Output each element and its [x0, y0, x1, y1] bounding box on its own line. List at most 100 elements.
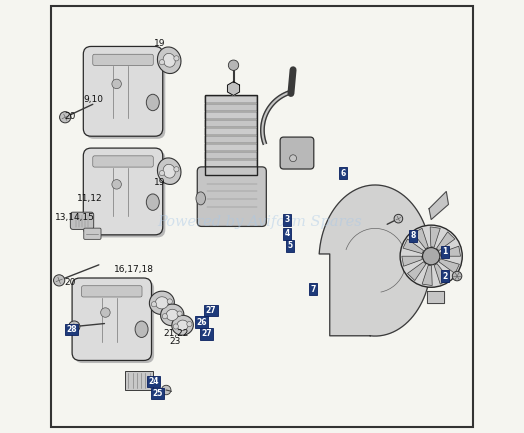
Circle shape [112, 180, 122, 189]
Polygon shape [429, 191, 449, 220]
FancyBboxPatch shape [93, 54, 153, 65]
Ellipse shape [149, 291, 174, 314]
Polygon shape [319, 185, 431, 336]
FancyBboxPatch shape [82, 286, 142, 297]
Text: 2: 2 [442, 271, 447, 281]
FancyBboxPatch shape [204, 104, 257, 111]
Ellipse shape [177, 320, 188, 330]
Ellipse shape [146, 194, 159, 210]
Text: 13,14,15: 13,14,15 [55, 213, 95, 222]
Text: 21,22: 21,22 [163, 330, 189, 339]
Polygon shape [422, 265, 432, 285]
Circle shape [162, 313, 168, 319]
Circle shape [290, 155, 297, 162]
FancyBboxPatch shape [83, 46, 163, 136]
Text: 4: 4 [285, 229, 290, 238]
Ellipse shape [196, 192, 205, 205]
FancyBboxPatch shape [83, 148, 163, 235]
Polygon shape [436, 232, 455, 251]
Circle shape [177, 311, 182, 316]
Circle shape [101, 308, 110, 317]
Circle shape [174, 56, 179, 61]
Ellipse shape [146, 94, 159, 111]
Circle shape [151, 302, 157, 307]
Circle shape [167, 299, 172, 304]
FancyBboxPatch shape [125, 371, 153, 390]
Circle shape [60, 112, 71, 123]
Text: Powered by Aviform Spares: Powered by Aviform Spares [158, 215, 362, 229]
Polygon shape [261, 90, 292, 144]
Polygon shape [434, 264, 449, 284]
FancyBboxPatch shape [72, 278, 151, 360]
Ellipse shape [163, 53, 176, 67]
Circle shape [53, 275, 65, 286]
Text: 16,17,18: 16,17,18 [114, 265, 155, 274]
Polygon shape [408, 262, 426, 281]
Ellipse shape [135, 321, 148, 337]
FancyBboxPatch shape [280, 137, 314, 169]
Polygon shape [430, 227, 440, 247]
FancyBboxPatch shape [204, 112, 257, 120]
Circle shape [187, 321, 192, 326]
FancyBboxPatch shape [93, 156, 153, 167]
Polygon shape [402, 256, 422, 266]
Circle shape [422, 248, 440, 265]
Ellipse shape [160, 304, 184, 326]
Text: 5: 5 [288, 241, 292, 250]
Text: 27: 27 [206, 306, 216, 315]
Ellipse shape [163, 164, 176, 178]
FancyBboxPatch shape [204, 152, 257, 159]
Circle shape [69, 321, 80, 332]
FancyBboxPatch shape [75, 281, 154, 363]
FancyBboxPatch shape [204, 160, 257, 167]
Text: 28: 28 [66, 325, 77, 334]
Circle shape [112, 79, 122, 89]
Polygon shape [413, 228, 428, 249]
Circle shape [159, 171, 165, 176]
Circle shape [161, 385, 171, 395]
Text: 25: 25 [152, 389, 163, 398]
FancyBboxPatch shape [204, 136, 257, 143]
FancyBboxPatch shape [204, 120, 257, 127]
Polygon shape [439, 259, 460, 274]
FancyBboxPatch shape [197, 167, 266, 226]
Circle shape [400, 225, 462, 287]
Text: 20: 20 [64, 112, 75, 121]
Circle shape [228, 60, 239, 71]
Text: 9,10: 9,10 [83, 94, 103, 103]
FancyBboxPatch shape [86, 49, 165, 139]
Text: 7: 7 [310, 284, 315, 294]
FancyBboxPatch shape [86, 151, 165, 237]
FancyBboxPatch shape [204, 128, 257, 136]
Ellipse shape [166, 309, 178, 320]
Ellipse shape [157, 158, 181, 184]
FancyBboxPatch shape [70, 212, 94, 229]
Text: 27: 27 [201, 330, 212, 339]
Circle shape [159, 60, 165, 65]
Text: 19: 19 [154, 39, 166, 48]
FancyBboxPatch shape [204, 144, 257, 151]
Ellipse shape [452, 271, 462, 281]
Polygon shape [227, 82, 239, 95]
Ellipse shape [156, 297, 168, 309]
Circle shape [173, 324, 178, 329]
Text: 8: 8 [410, 231, 416, 240]
Polygon shape [403, 239, 423, 254]
Polygon shape [440, 246, 461, 256]
FancyBboxPatch shape [204, 168, 257, 175]
Text: 26: 26 [196, 318, 207, 327]
Text: 6: 6 [341, 169, 346, 178]
Polygon shape [427, 291, 444, 303]
FancyBboxPatch shape [204, 96, 257, 103]
Text: 20: 20 [64, 278, 75, 287]
Text: 3: 3 [285, 216, 290, 224]
FancyBboxPatch shape [84, 228, 101, 239]
Circle shape [174, 167, 179, 172]
Text: 23: 23 [169, 337, 181, 346]
Ellipse shape [157, 47, 181, 74]
Text: 11,12: 11,12 [77, 194, 103, 203]
Text: 24: 24 [148, 377, 158, 386]
Circle shape [394, 214, 403, 223]
Ellipse shape [172, 315, 193, 335]
Text: 19: 19 [154, 178, 166, 187]
